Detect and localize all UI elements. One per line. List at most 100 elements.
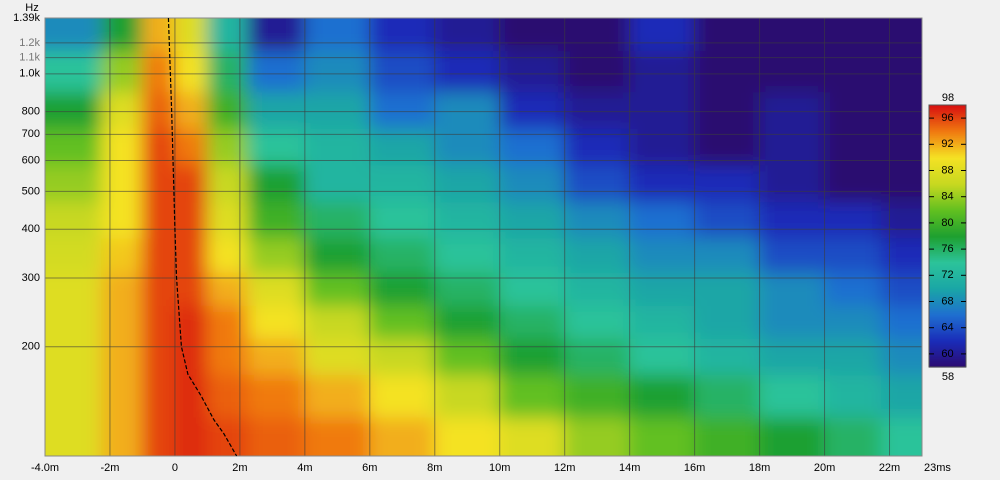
colorbar-step	[929, 109, 966, 112]
heat-cell	[694, 338, 761, 376]
colorbar-step	[929, 129, 966, 132]
cursor-line	[167, 17, 238, 457]
heat-cell	[174, 202, 208, 240]
colorbar-step	[929, 165, 966, 168]
heat-cell	[101, 238, 143, 274]
colorbar-step	[929, 225, 966, 228]
heat-cell	[174, 417, 208, 456]
heat-cell	[824, 338, 882, 376]
heat-cell	[694, 165, 761, 204]
colorbar-step	[929, 307, 966, 310]
colorbar-step	[929, 309, 966, 312]
colorbar-step	[929, 187, 966, 190]
colorbar-step	[929, 175, 966, 178]
colorbar-step	[929, 329, 966, 332]
colorbar-step	[929, 235, 966, 238]
colorbar-step	[929, 271, 966, 274]
y-tick-label: 1.39k	[13, 12, 40, 24]
colorbar-step	[929, 213, 966, 216]
heat-cell	[369, 202, 436, 240]
colorbar-step	[929, 365, 966, 368]
colorbar-step	[929, 321, 966, 324]
heat-cell	[824, 92, 882, 130]
colorbar-step	[929, 113, 966, 116]
heat-cell	[759, 202, 826, 240]
y-axis-label: Hz	[25, 2, 38, 14]
heat-cell	[369, 18, 436, 53]
heat-cell	[247, 305, 306, 340]
colorbar-step	[929, 297, 966, 300]
colorbar-tick-label: 72	[941, 269, 953, 281]
colorbar-step	[929, 181, 966, 184]
heat-cell	[141, 18, 176, 53]
heat-cell	[141, 374, 176, 419]
heat-cell	[101, 202, 143, 240]
colorbar-step	[929, 151, 966, 154]
colorbar-step	[929, 203, 966, 206]
heat-cell	[45, 374, 103, 419]
heat-cell	[759, 92, 826, 130]
heat-cell	[369, 92, 436, 130]
heat-cell	[499, 338, 566, 376]
colorbar-step	[929, 199, 966, 202]
x-tick-label: 22m	[879, 462, 900, 474]
heat-cell	[880, 305, 922, 340]
colorbar-step	[929, 357, 966, 360]
heat-cell	[45, 417, 103, 456]
colorbar-step	[929, 337, 966, 340]
x-tick-label: 16m	[684, 462, 705, 474]
colorbar-tick-label: 60	[941, 348, 953, 360]
colorbar-step	[929, 227, 966, 230]
colorbar-tick-label: 88	[941, 164, 953, 176]
x-tick-label: 0	[172, 462, 178, 474]
heat-cell	[174, 165, 208, 204]
colorbar-step	[929, 135, 966, 138]
colorbar-step	[929, 251, 966, 254]
heat-cell	[824, 238, 882, 274]
colorbar-step	[929, 277, 966, 280]
colorbar-step	[929, 119, 966, 122]
colorbar-step	[929, 339, 966, 342]
heat-cell	[759, 417, 826, 456]
heat-cell	[629, 165, 696, 204]
heat-cell	[564, 417, 631, 456]
colorbar-step	[929, 179, 966, 182]
heat-cell	[880, 374, 922, 419]
colorbar-step	[929, 351, 966, 354]
colorbar-step	[929, 205, 966, 208]
colorbar-step	[929, 105, 966, 108]
heat-cell	[694, 374, 761, 419]
heat-cell	[206, 92, 249, 130]
heat-cell	[564, 238, 631, 274]
colorbar-step	[929, 245, 966, 248]
heat-cell	[141, 338, 176, 376]
colorbar-step	[929, 163, 966, 166]
colorbar-step	[929, 137, 966, 140]
heat-cell	[629, 374, 696, 419]
colorbar-step	[929, 273, 966, 276]
colorbar-max: 98	[942, 92, 954, 104]
heat-cell	[174, 18, 208, 53]
colorbar-step	[929, 311, 966, 314]
heat-cell	[694, 18, 761, 53]
colorbar-tick-label: 76	[941, 243, 953, 255]
colorbar-tick-label: 84	[941, 191, 953, 203]
heat-cell	[174, 374, 208, 419]
colorbar-step	[929, 191, 966, 194]
heat-cell	[564, 305, 631, 340]
colorbar-tick-label: 80	[941, 217, 953, 229]
heat-cell	[247, 202, 306, 240]
plot-border	[44, 17, 923, 457]
colorbar-step	[929, 171, 966, 174]
x-tick-label: -2m	[100, 462, 119, 474]
heat-cell	[629, 202, 696, 240]
colorbar-step	[929, 323, 966, 326]
colorbar-step	[929, 355, 966, 358]
colorbar-step	[929, 131, 966, 134]
heat-cell	[304, 92, 371, 130]
heat-cell	[247, 374, 306, 419]
colorbar-step	[929, 183, 966, 186]
heat-cell	[369, 338, 436, 376]
heat-cell	[759, 338, 826, 376]
